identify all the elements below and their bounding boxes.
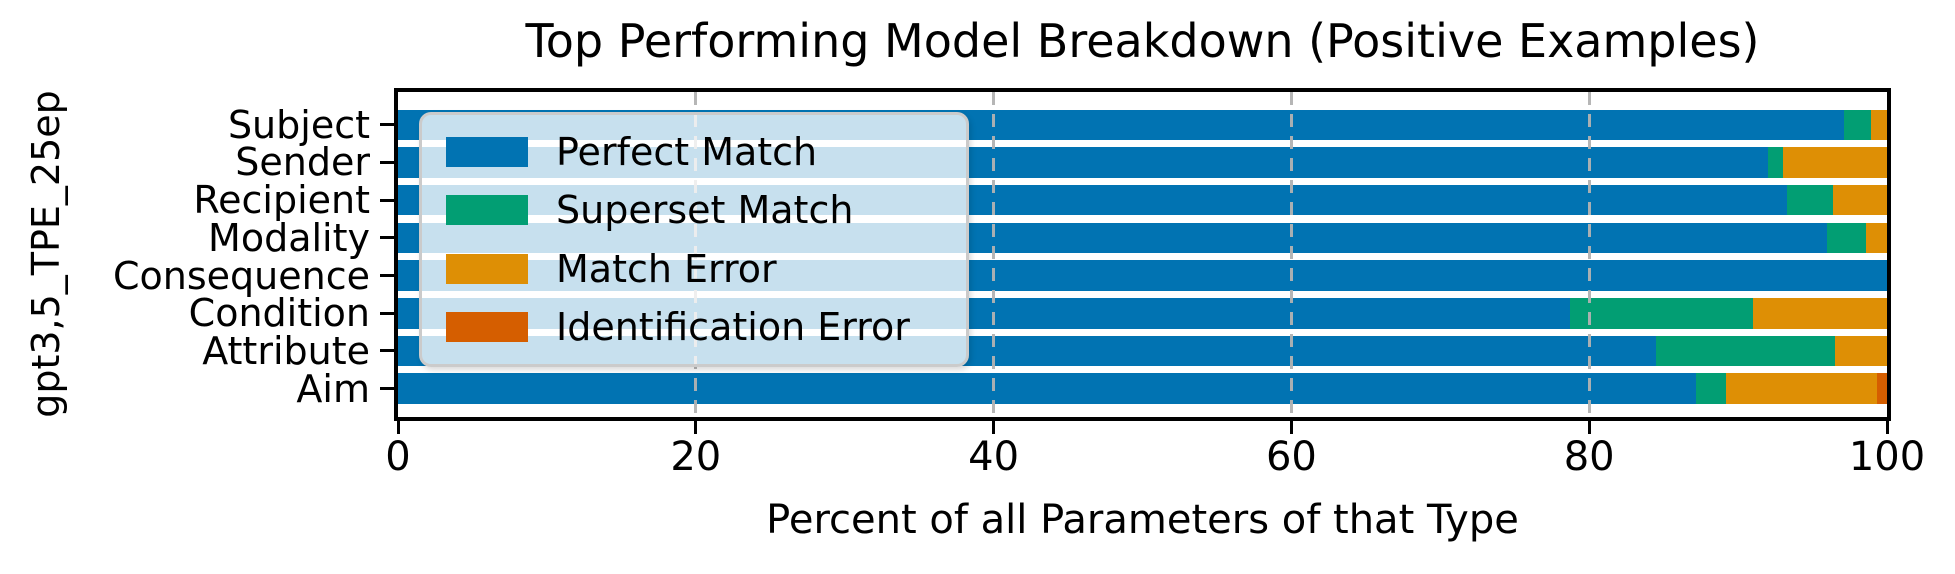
legend-swatch-identification-error xyxy=(446,311,528,342)
x-axis-label: Percent of all Parameters of that Type xyxy=(766,497,1519,543)
bar-segment-attribute-match-error xyxy=(1834,335,1887,367)
x-tick-label-20: 20 xyxy=(670,434,722,480)
legend-label-superset-match: Superset Match xyxy=(556,188,854,233)
x-tick-mark-40 xyxy=(992,421,996,434)
legend-swatch-superset-match xyxy=(446,195,528,226)
chart-title: Top Performing Model Breakdown (Positive… xyxy=(525,14,1760,68)
gridline-x-40 xyxy=(992,92,996,417)
gridline-x-80 xyxy=(1587,92,1591,417)
y-tick-sender xyxy=(380,160,394,164)
bar-row-aim xyxy=(398,373,1887,404)
bar-segment-aim-perfect-match xyxy=(398,373,1697,404)
category-label-attribute: Attribute xyxy=(202,328,370,373)
legend-label-identification-error: Identification Error xyxy=(556,304,910,349)
x-tick-mark-100 xyxy=(1885,421,1889,434)
legend-label-match-error: Match Error xyxy=(556,246,777,291)
category-label-aim: Aim xyxy=(296,366,370,411)
bar-segment-attribute-superset-match xyxy=(1656,335,1835,367)
plot-area: Perfect Match Superset Match Match Error Id… xyxy=(380,92,1889,434)
category-label-recipient: Recipient xyxy=(193,178,370,223)
category-label-subject: Subject xyxy=(227,102,370,147)
x-tick-label-60: 60 xyxy=(1265,434,1317,480)
category-label-consequence: Consequence xyxy=(113,253,370,298)
x-tick-label-100: 100 xyxy=(1848,434,1926,480)
y-tick-recipient xyxy=(380,198,394,202)
legend-swatch-perfect-match xyxy=(446,137,528,168)
bar-segment-condition-superset-match xyxy=(1569,298,1753,329)
x-tick-mark-60 xyxy=(1289,421,1293,434)
bar-segment-subject-match-error xyxy=(1870,109,1887,140)
legend-item-superset-match: Superset Match xyxy=(446,191,956,229)
y-tick-condition xyxy=(380,311,394,315)
y-tick-consequence xyxy=(380,274,394,278)
bar-segment-sender-superset-match xyxy=(1767,147,1783,178)
legend-item-match-error: Match Error xyxy=(446,250,956,288)
gridline-x-60 xyxy=(1289,92,1293,417)
bar-segment-recipient-superset-match xyxy=(1787,184,1834,216)
legend-item-identification-error: Identification Error xyxy=(446,308,956,346)
bar-segment-modality-match-error xyxy=(1866,222,1887,254)
y-tick-subject xyxy=(380,123,394,127)
legend-swatch-match-error xyxy=(446,253,528,284)
bar-segment-modality-superset-match xyxy=(1827,222,1867,254)
bar-segment-condition-match-error xyxy=(1752,298,1887,329)
x-tick-label-0: 0 xyxy=(385,434,411,480)
x-tick-mark-20 xyxy=(694,421,698,434)
category-label-modality: Modality xyxy=(208,215,370,260)
y-tick-aim xyxy=(380,387,394,391)
y-tick-modality xyxy=(380,236,394,240)
x-tick-label-80: 80 xyxy=(1563,434,1615,480)
bar-segment-sender-match-error xyxy=(1782,147,1887,178)
bar-segment-aim-superset-match xyxy=(1696,373,1727,404)
x-tick-mark-0 xyxy=(396,421,400,434)
category-label-condition: Condition xyxy=(188,291,370,336)
bar-segment-subject-superset-match xyxy=(1843,109,1871,140)
legend-item-perfect-match: Perfect Match xyxy=(446,133,956,171)
bar-segment-recipient-match-error xyxy=(1833,184,1887,216)
legend: Perfect Match Superset Match Match Error Id… xyxy=(419,112,969,367)
category-label-sender: Sender xyxy=(235,140,370,185)
bar-segment-aim-match-error xyxy=(1726,373,1877,404)
y-tick-attribute xyxy=(380,349,394,353)
x-tick-label-40: 40 xyxy=(968,434,1020,480)
legend-label-perfect-match: Perfect Match xyxy=(556,130,818,175)
x-tick-mark-80 xyxy=(1587,421,1591,434)
bar-segment-aim-identification-error xyxy=(1876,373,1887,404)
